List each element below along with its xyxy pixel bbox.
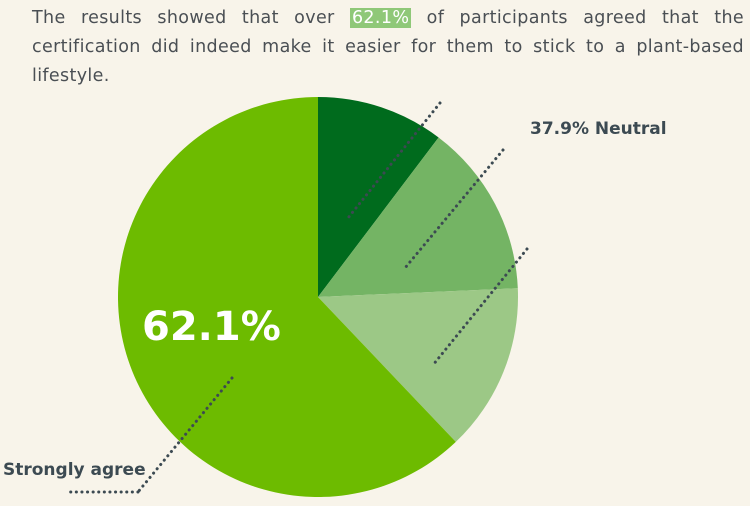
- leader-lines: [68, 101, 529, 494]
- leader-line-4: [136, 376, 234, 494]
- main-slice-value-label: 62.1%: [142, 304, 281, 350]
- pie-slice-1: [318, 97, 439, 297]
- intro-paragraph: The results showed that over 62.1% of pa…: [32, 4, 744, 91]
- pie-slice-3: [318, 288, 519, 442]
- intro-text-before: The results showed that over: [32, 8, 350, 28]
- pie-slice-4: [117, 97, 456, 498]
- leader-line-1: [346, 101, 442, 220]
- strongly-agree-label: Strongly agree: [3, 460, 146, 480]
- leader-line-2: [403, 148, 505, 270]
- leader-line-3: [431, 247, 529, 367]
- intro-text-after: of participants agreed that the certific…: [32, 8, 744, 86]
- pie-slice-2: [318, 137, 518, 297]
- pie-slices: [117, 97, 519, 498]
- neutral-group-label: 37.9% Neutral: [530, 119, 667, 139]
- intro-highlight: 62.1%: [349, 8, 412, 28]
